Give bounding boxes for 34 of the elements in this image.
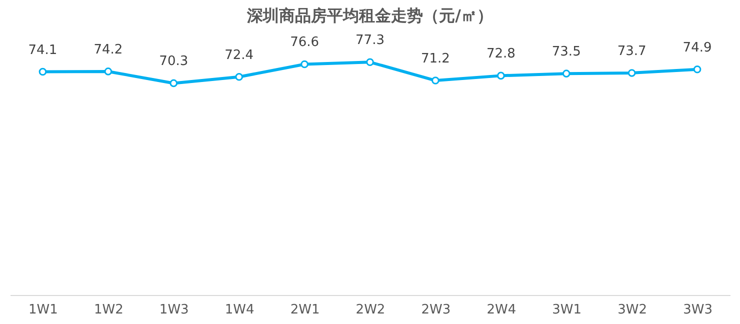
data-label: 72.4	[224, 48, 254, 63]
point	[170, 79, 178, 88]
data-label: 73.5	[552, 44, 581, 60]
data-label: 77.3	[356, 33, 384, 48]
point	[300, 60, 308, 68]
point	[235, 72, 244, 81]
x-tick-label: 1W2	[94, 302, 124, 318]
point	[693, 65, 702, 74]
point	[38, 68, 47, 76]
data-label: 74.1	[28, 42, 58, 58]
x-tick-label: 2W4	[486, 302, 516, 318]
data-label: 74.9	[682, 40, 712, 56]
data-label: 76.6	[290, 35, 320, 50]
point	[432, 76, 440, 84]
point	[562, 70, 570, 78]
x-tick-label: 1W1	[28, 302, 58, 318]
data-label: 71.2	[420, 52, 450, 67]
x-tick-label: 2W1	[290, 302, 320, 318]
data-label: 70.3	[159, 54, 188, 70]
x-tick-label: 1W4	[224, 302, 254, 318]
x-tick-label: 3W3	[683, 302, 712, 318]
x-tick-label: 3W1	[552, 302, 582, 318]
point	[628, 69, 636, 77]
data-label: 74.2	[94, 42, 123, 58]
x-tick-label: 2W3	[421, 302, 451, 318]
x-tick-label: 1W3	[159, 302, 189, 318]
x-tick-label: 3W2	[618, 302, 648, 318]
point	[104, 68, 112, 76]
point	[496, 72, 505, 80]
data-label: 72.8	[486, 46, 516, 62]
point	[366, 58, 374, 66]
x-tick-label: 2W2	[356, 302, 386, 318]
chart-title: 深圳商品房平均租金走势（元/㎡）	[246, 6, 493, 26]
data-label: 73.7	[617, 44, 646, 59]
